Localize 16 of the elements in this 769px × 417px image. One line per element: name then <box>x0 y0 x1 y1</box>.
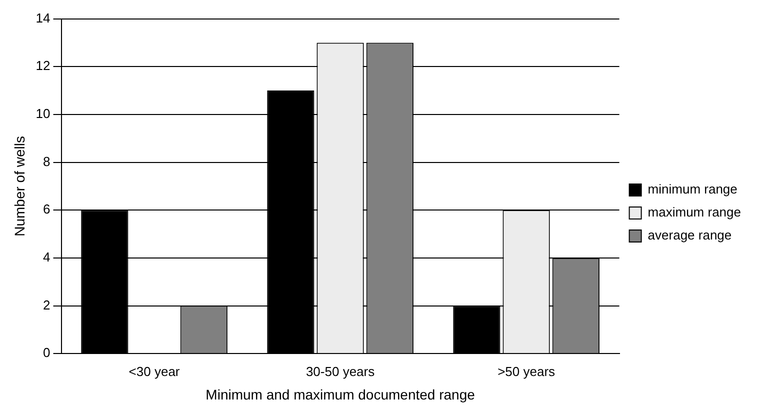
x-tick-label: >50 years <box>498 364 556 379</box>
y-tick-label: 8 <box>43 154 50 169</box>
x-tick-label: <30 year <box>128 364 180 379</box>
y-tick-label: 10 <box>36 106 50 122</box>
legend-label: minimum range <box>648 182 738 197</box>
y-tick-label: 4 <box>43 250 50 265</box>
legend-label: average range <box>648 228 732 243</box>
x-tick-label: 30-50 years <box>306 364 376 379</box>
y-tick-label: 2 <box>43 297 50 312</box>
y-tick-label: 12 <box>36 58 50 74</box>
x-axis-title: Minimum and maximum documented range <box>206 386 476 402</box>
y-axis-title: Number of wells <box>11 136 28 236</box>
y-tick-label: 6 <box>43 202 50 217</box>
y-tick-label: 14 <box>36 10 50 26</box>
legend-label: maximum range <box>648 204 742 220</box>
y-tick-label: 0 <box>43 345 50 360</box>
